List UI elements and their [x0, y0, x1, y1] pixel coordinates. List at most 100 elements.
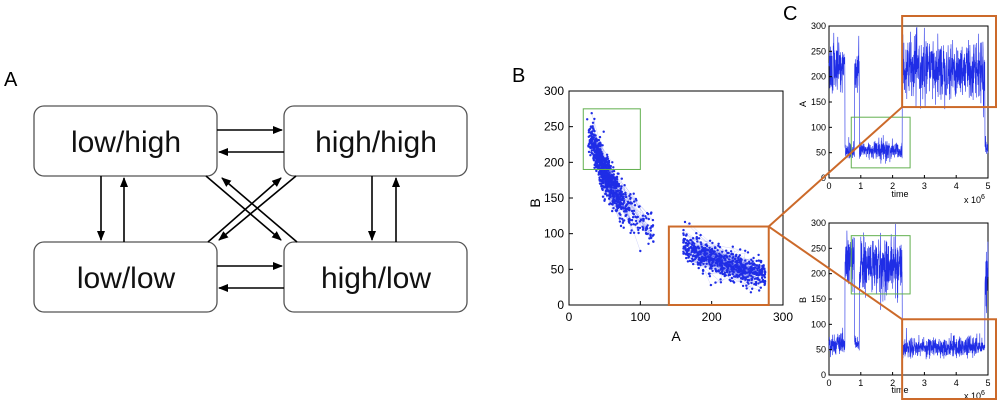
- scatter-point: [612, 186, 616, 189]
- y-tick-label: 150: [811, 97, 826, 107]
- y-tick-label: 200: [544, 155, 564, 169]
- x-tick-label: 0: [826, 181, 831, 191]
- scatter-point: [727, 273, 731, 276]
- scatter-point: [634, 215, 637, 218]
- scatter-point: [691, 242, 694, 245]
- scatter-point: [692, 254, 695, 257]
- scatter-point: [688, 259, 692, 263]
- scatter-point: [709, 248, 712, 252]
- scatter-point: [739, 266, 742, 270]
- scatter-point: [606, 183, 610, 186]
- scatter-trace-segment: [620, 206, 635, 233]
- scatter-trace-segment: [630, 194, 646, 217]
- scatter-point: [607, 169, 610, 172]
- scatter-point: [615, 190, 618, 193]
- scatter-point: [749, 291, 753, 294]
- scatter-point: [636, 215, 639, 219]
- scatter-point: [609, 195, 612, 198]
- scatter-point: [756, 267, 759, 270]
- scatter-point: [696, 254, 700, 257]
- scatter-point: [621, 202, 624, 206]
- scatter-point: [640, 218, 643, 221]
- scatter-point: [624, 195, 628, 199]
- y-axis-label-c-top: A: [798, 101, 808, 107]
- scatter-point: [731, 270, 734, 273]
- scatter-point: [587, 135, 590, 138]
- scatter-point: [700, 245, 703, 248]
- green-highlight-box-b: [582, 108, 641, 170]
- scatter-point: [738, 273, 741, 277]
- highlight-overlays: [582, 15, 998, 400]
- scatter-point: [599, 172, 603, 175]
- scatter-point: [741, 269, 745, 273]
- scatter-point: [752, 263, 755, 266]
- scatter-point: [695, 232, 698, 235]
- scatter-point: [652, 233, 655, 236]
- scatter-point: [699, 263, 702, 267]
- scatter-point: [727, 258, 731, 261]
- scatter-point: [607, 185, 611, 188]
- scatter-point: [748, 267, 751, 270]
- orange-highlight-box-c-bottom: [901, 318, 998, 400]
- scatter-point: [598, 135, 602, 139]
- scatter-point: [630, 209, 634, 213]
- scatter-point: [608, 171, 611, 174]
- y-tick-label: 100: [544, 227, 564, 241]
- x-multiplier-c-bottom: x 106: [964, 390, 985, 401]
- scatter-point: [599, 143, 602, 147]
- scatter-point: [645, 225, 648, 229]
- series-line: [828, 26, 989, 164]
- scatter-point: [589, 134, 593, 137]
- scatter-point: [731, 262, 734, 265]
- scatter-point: [595, 169, 598, 173]
- x-axis-label-c-top: time: [891, 189, 908, 199]
- scatter-point: [744, 263, 747, 266]
- scatter-point: [736, 264, 739, 267]
- scatter-point: [730, 268, 733, 271]
- scatter-point: [728, 270, 731, 274]
- scatter-point: [744, 271, 747, 275]
- scatter-point: [608, 190, 612, 193]
- plot-frame: [828, 25, 989, 179]
- scatter-point: [763, 283, 766, 287]
- y-tick-label: 250: [811, 46, 826, 56]
- scatter-trace-segment: [746, 280, 760, 289]
- scatter-point: [702, 262, 705, 266]
- scatter-trace-segment: [639, 206, 644, 229]
- transition-arrow-lh-to-hl: [205, 175, 282, 241]
- scatter-point: [739, 280, 743, 283]
- scatter-point: [618, 184, 621, 188]
- state-box-low-high: low/high: [33, 105, 218, 177]
- scatter-point: [619, 189, 622, 192]
- scatter-trace-segment: [625, 192, 648, 229]
- scatter-point: [601, 169, 605, 172]
- scatter-point: [708, 275, 712, 278]
- y-tick-label: 200: [811, 269, 826, 279]
- scatter-point: [606, 171, 609, 175]
- scatter-point: [730, 276, 734, 280]
- scatter-point: [593, 145, 596, 148]
- scatter-point: [699, 241, 702, 244]
- scatter-point: [761, 270, 764, 273]
- scatter-point: [632, 209, 636, 212]
- scatter-point: [761, 278, 765, 282]
- scatter-point: [731, 273, 734, 276]
- scatter-point: [687, 255, 691, 258]
- scatter-point: [717, 244, 720, 247]
- scatter-point: [757, 282, 760, 285]
- scatter-point: [708, 239, 712, 242]
- scatter-point: [634, 197, 638, 201]
- scatter-point: [622, 219, 625, 223]
- scatter-point: [747, 282, 750, 285]
- scatter-point: [615, 202, 618, 205]
- scatter-point: [759, 281, 762, 284]
- scatter-point: [614, 186, 618, 190]
- scatter-point: [736, 266, 739, 269]
- scatter-point: [734, 268, 738, 271]
- x-tick-label: 2: [890, 181, 895, 191]
- scatter-point: [604, 192, 607, 195]
- scatter-point: [713, 246, 717, 250]
- scatter-point: [751, 287, 754, 290]
- scatter-point: [689, 253, 692, 256]
- y-tick-label: 300: [811, 218, 826, 228]
